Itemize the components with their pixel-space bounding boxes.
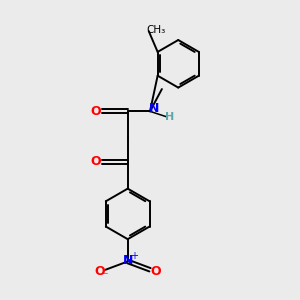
Text: N: N bbox=[148, 103, 159, 116]
Text: O: O bbox=[95, 265, 105, 278]
Text: ⁻: ⁻ bbox=[101, 270, 108, 283]
Text: O: O bbox=[91, 155, 101, 168]
Text: N: N bbox=[122, 254, 133, 267]
Text: H: H bbox=[165, 112, 175, 122]
Text: +: + bbox=[130, 251, 138, 261]
Text: O: O bbox=[150, 265, 161, 278]
Text: CH₃: CH₃ bbox=[146, 25, 166, 34]
Text: O: O bbox=[91, 105, 101, 118]
